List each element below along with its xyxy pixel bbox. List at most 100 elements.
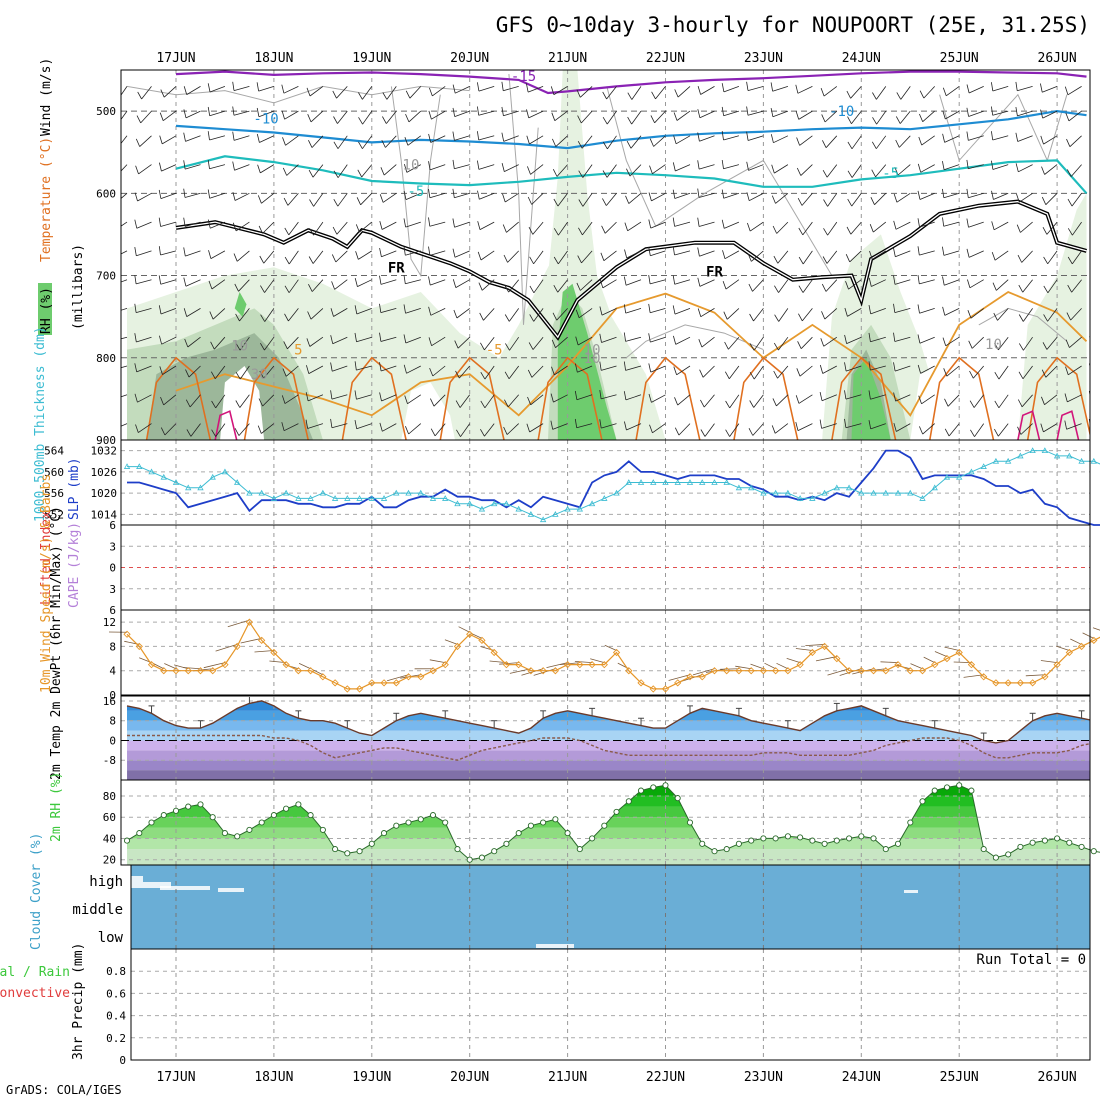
wind-barb-flag [796, 137, 800, 146]
wind-barb-flag [260, 314, 266, 322]
wind-barb-flag [748, 283, 753, 292]
wind-barb-flag [623, 361, 626, 371]
p2-tick-right-1020: 1020 [91, 487, 118, 500]
wind-barb-flag [772, 398, 777, 407]
wind-barb [895, 221, 911, 230]
wind-barb [822, 365, 837, 374]
wind-barb-flag [526, 83, 529, 93]
wind-barb-flag [283, 197, 289, 206]
wind-barb-flag [428, 276, 431, 286]
rh-region-10 [557, 283, 617, 440]
wind-barb [184, 192, 201, 198]
wind-barb-flag [207, 131, 210, 141]
wind-barb-flag [160, 89, 165, 98]
wind-barb-flag [330, 308, 334, 317]
wind-barb-flag [379, 220, 383, 230]
wind-barb [312, 250, 324, 264]
p3-tick-3: 3 [109, 583, 116, 596]
wind-barb [1021, 250, 1033, 263]
p2-tick-left-564: 564 [44, 445, 64, 458]
wind-barb [214, 336, 226, 350]
wind-barb-flag [379, 275, 382, 285]
wind-barb-flag [183, 217, 186, 227]
wind-barb-flag [233, 253, 238, 262]
wind-barb-flag [697, 85, 701, 95]
wind10m-point [661, 685, 670, 693]
warm-contour-7 [733, 356, 799, 440]
wind-barb-flag [134, 303, 137, 313]
wind-barb [848, 279, 862, 290]
wind-barb [356, 308, 372, 315]
wind-barb-flag [844, 390, 847, 400]
wind-barb-flag [1042, 227, 1048, 235]
thickness-point [136, 463, 143, 469]
wind-barb [655, 86, 666, 100]
wind-barb [214, 365, 226, 379]
wind-barb-flag [1064, 86, 1069, 95]
rh2m-point [772, 835, 779, 842]
wind10m-point [735, 667, 743, 675]
wind-barb [138, 423, 152, 433]
wind-label: Wind (m/s) [39, 58, 54, 136]
wind-barb [723, 135, 740, 141]
temp-bands [127, 700, 1090, 780]
wind-barb [283, 86, 299, 94]
wind-barb [944, 279, 960, 286]
thickness-point [784, 489, 792, 496]
wind-barb-flag [207, 106, 211, 116]
wind-barb-flag [284, 256, 290, 265]
wind-barb-flag [354, 390, 357, 400]
wind-barb [870, 336, 886, 343]
wind-barb [945, 336, 960, 347]
wind-barb [121, 192, 128, 199]
wind-barb [456, 308, 470, 319]
wind-barb [725, 279, 740, 290]
wind-barb-flag [134, 393, 138, 403]
wind-barb [161, 135, 177, 145]
wind-barb [530, 394, 544, 406]
wind-barb-flag [648, 192, 652, 202]
thickness-point [356, 495, 363, 501]
wind-barb [700, 308, 715, 318]
wind-barb [581, 135, 593, 149]
temperature-panel: -8 0 8 16 [103, 695, 1091, 781]
wind-barb [164, 423, 177, 436]
wind10m-point [429, 667, 437, 675]
wind-barb [1043, 423, 1058, 433]
wind-barb-flag [111, 250, 113, 258]
wind10m-barb [215, 644, 238, 652]
wind-barb-flag [847, 141, 853, 150]
wind-barb-flag [260, 285, 265, 293]
wind10m-barb [1092, 627, 1100, 631]
wind-barb-flag [697, 132, 700, 142]
wind-barb-flag [430, 428, 436, 437]
wind-barb-flag [648, 363, 652, 373]
wind-barb-flag [847, 170, 853, 178]
wind10m-point [233, 642, 241, 651]
slp-line [127, 449, 1100, 526]
wind-barb [307, 394, 324, 402]
wind-barb [121, 110, 128, 121]
wind-barb [876, 110, 887, 125]
wind-barb-flag [553, 228, 559, 236]
wind-barb-flag [1089, 309, 1090, 311]
wind-barb [454, 221, 470, 228]
wind10m-point [466, 630, 474, 638]
wind-barb [919, 336, 935, 344]
wind-barb [405, 192, 421, 200]
wind-barb [1045, 193, 1058, 205]
wind-barb [333, 308, 348, 317]
wind-barb-flag [1041, 196, 1047, 205]
wind-barb-flag [770, 82, 773, 92]
wind10m-point [992, 679, 1000, 687]
wind10m-barb [880, 661, 899, 664]
wind-barb-flag [697, 188, 700, 198]
thickness-point [1017, 452, 1024, 459]
wind-barb [160, 279, 177, 285]
wind-barb-flag [746, 81, 749, 91]
thickness-point [907, 489, 914, 496]
wind-barb [554, 110, 568, 122]
wind-barb [626, 250, 642, 259]
wind10m-point [747, 667, 755, 675]
thickness-point [282, 489, 290, 496]
